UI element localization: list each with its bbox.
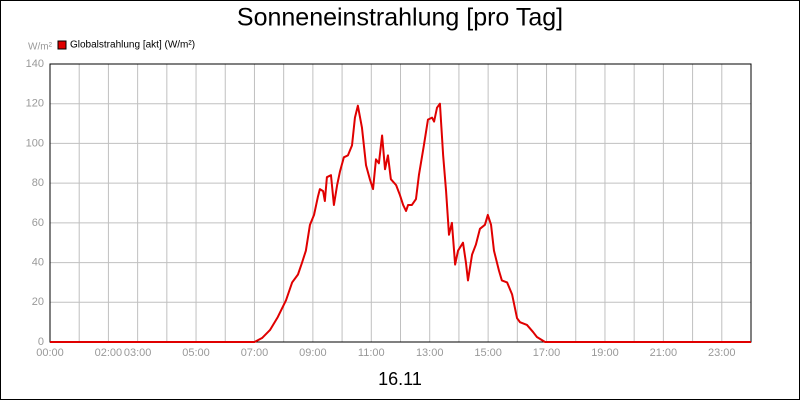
y-tick-label: 120	[26, 98, 44, 110]
x-tick-label: 05:00	[182, 347, 210, 359]
y-tick-label: 40	[32, 256, 44, 268]
x-tick-label: 03:00	[124, 347, 152, 359]
x-tick-label: 21:00	[650, 347, 678, 359]
x-tick-label: 07:00	[241, 347, 269, 359]
y-unit: W/m²	[28, 42, 53, 53]
x-tick-label: 17:00	[533, 347, 561, 359]
x-axis-label: 16.11	[378, 369, 422, 389]
x-tick-label: 02:00	[95, 347, 123, 359]
data-line	[50, 102, 751, 343]
y-tick-label: 0	[38, 336, 44, 348]
x-tick-label: 09:00	[299, 347, 327, 359]
x-tick-label: 13:00	[416, 347, 444, 359]
x-tick-label: 00:00	[36, 347, 64, 359]
chart-title: Sonneneinstrahlung [pro Tag]	[237, 4, 563, 32]
y-tick-label: 140	[26, 58, 44, 70]
legend-swatch	[57, 40, 67, 50]
plot-border	[49, 63, 752, 343]
legend-label: Globalstrahlung [akt] (W/m²)	[70, 40, 195, 51]
y-tick-label: 80	[32, 177, 44, 189]
y-tick-label: 60	[32, 217, 44, 229]
x-tick-label: 23:00	[708, 347, 736, 359]
x-tick-label: 15:00	[474, 347, 502, 359]
y-tick-label: 100	[26, 137, 44, 149]
x-tick-label: 19:00	[591, 347, 619, 359]
x-tick-label: 11:00	[358, 347, 385, 359]
y-tick-label: 20	[32, 296, 44, 308]
